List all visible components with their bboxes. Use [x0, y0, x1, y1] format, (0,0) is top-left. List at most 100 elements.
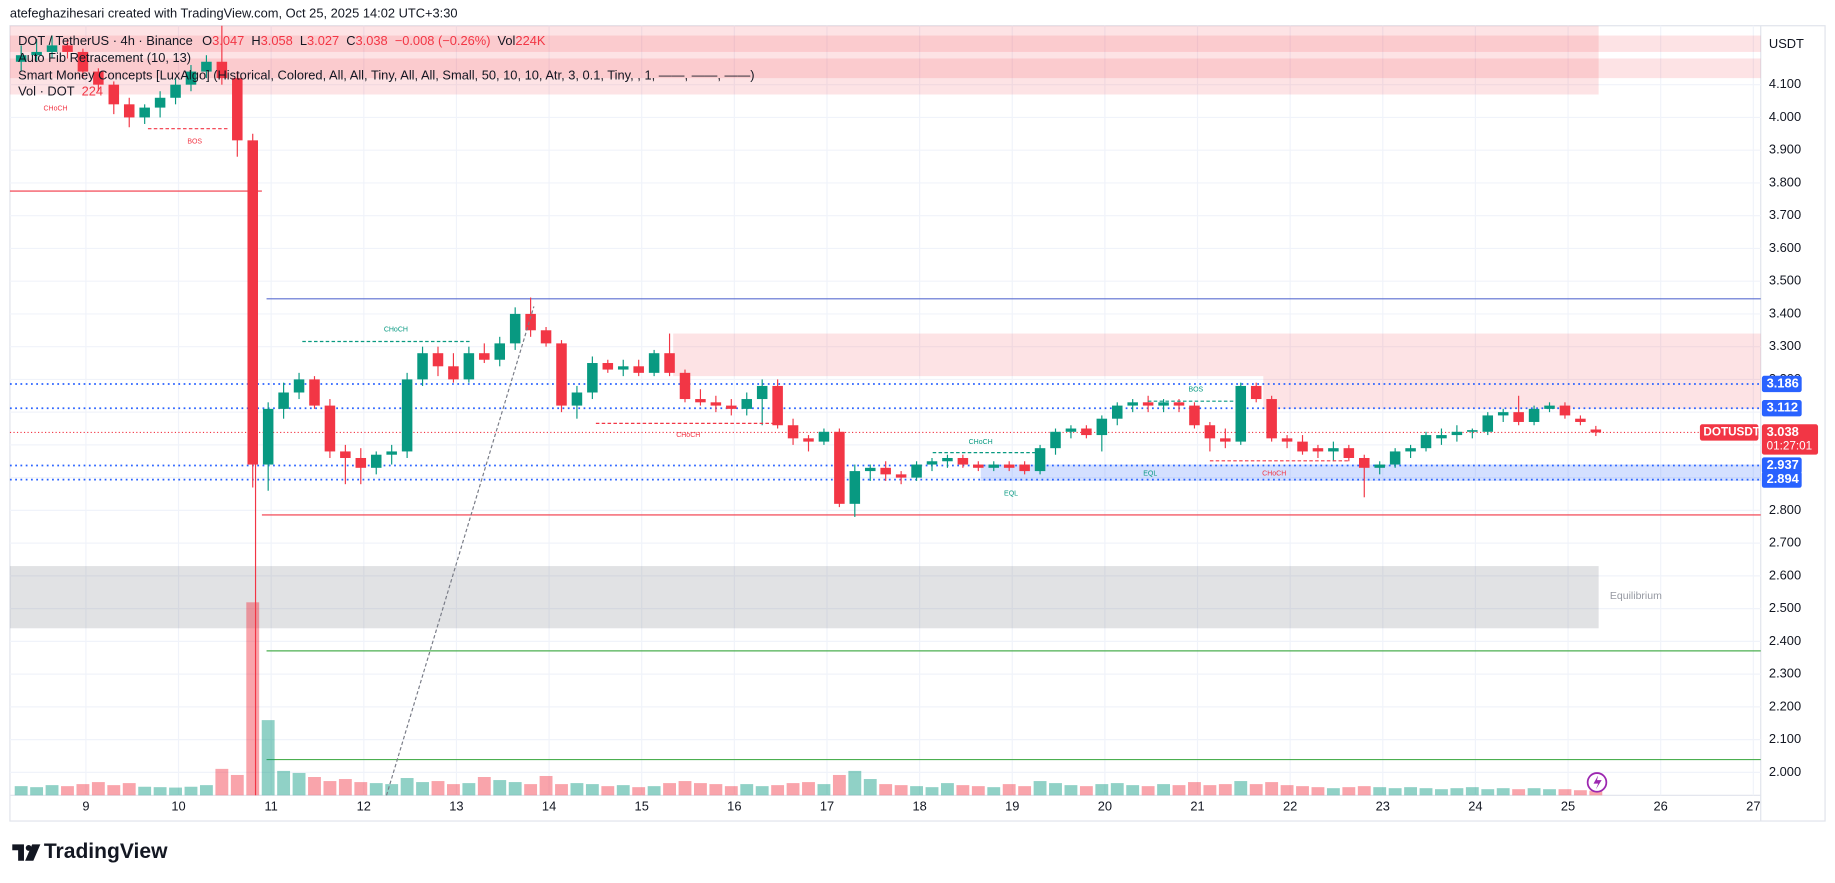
ohlc-label: O — [202, 33, 212, 48]
candle-body — [1436, 435, 1447, 439]
candle-body — [911, 464, 922, 478]
x-tick-label: 22 — [1283, 798, 1297, 813]
indicator: Auto Fib Retracement (10, 13) — [18, 50, 191, 65]
volume-bar — [616, 785, 630, 796]
x-tick-label: 25 — [1561, 798, 1575, 813]
candle-body — [448, 366, 459, 380]
volume-bar — [1357, 786, 1371, 796]
candle-body — [1359, 457, 1370, 468]
volume-bar — [308, 777, 321, 796]
countdown: 01:27:01 — [1767, 440, 1813, 453]
candle-body — [1281, 438, 1293, 442]
candle-body — [1111, 405, 1123, 419]
volume-bar — [385, 784, 399, 796]
candle-body — [818, 431, 830, 442]
volume-bar — [1589, 790, 1603, 796]
candle-body — [679, 372, 691, 400]
volume-bar — [832, 774, 846, 796]
zone — [9, 35, 1761, 52]
candle-body — [201, 61, 212, 72]
volume-bar — [14, 786, 28, 796]
logo: TradingView — [12, 840, 168, 863]
volume-bar — [817, 784, 831, 796]
candle-body — [1405, 448, 1416, 452]
candle-body — [633, 366, 644, 373]
volume-value: 224 — [82, 84, 103, 99]
volume-bar — [879, 784, 893, 796]
volume-bar — [1373, 787, 1387, 796]
y-tick-label: 3.500 — [1769, 273, 1801, 288]
y-tick-label: 2.300 — [1769, 666, 1801, 681]
volume-bar — [246, 602, 260, 796]
candle-body — [1189, 405, 1200, 426]
zone — [9, 58, 1761, 79]
y-tick-label: 3.900 — [1769, 142, 1801, 157]
volume-bar — [539, 775, 553, 796]
volume-bar — [740, 784, 754, 796]
x-tick-label: 18 — [912, 798, 926, 813]
zone — [1263, 376, 1761, 409]
candle-body — [1019, 464, 1030, 472]
x-tick-label: 26 — [1654, 798, 1668, 813]
volume-bar — [277, 770, 291, 796]
candle-body — [664, 353, 675, 373]
candle-body — [880, 467, 891, 475]
volume-bar — [1018, 786, 1032, 796]
candle-body — [617, 366, 629, 370]
candle-body — [1081, 428, 1092, 436]
candle-body — [1482, 415, 1494, 432]
volume-bar — [1465, 787, 1479, 796]
volume-bar — [1496, 788, 1510, 796]
volume-bar — [1218, 784, 1232, 796]
volume-bar — [1435, 789, 1448, 796]
candle-body — [77, 51, 89, 72]
logo-dot — [25, 844, 32, 851]
candle-body — [864, 467, 876, 472]
x-tick-label: 9 — [82, 798, 89, 813]
candle-body — [309, 379, 320, 406]
volume-bar — [925, 787, 939, 796]
current-price-text: 3.038 — [1767, 424, 1799, 439]
volume-bar — [663, 783, 676, 796]
volume-bar — [1157, 784, 1171, 796]
candle-body — [726, 405, 737, 409]
symbol-tag-text: DOTUSDT — [1703, 426, 1760, 439]
volume-bar — [771, 785, 785, 796]
price-tag — [1761, 457, 1802, 474]
ohlc-label: L — [300, 33, 307, 48]
x-tick-label: 14 — [542, 798, 556, 813]
volume-bar — [1064, 785, 1078, 796]
candle-body — [926, 461, 938, 465]
y-tick-label: 2.100 — [1769, 731, 1801, 746]
volume-bar — [1234, 781, 1248, 796]
volume-bar — [261, 720, 275, 796]
volume-bar — [338, 779, 352, 796]
x-tick-label: 17 — [820, 798, 834, 813]
volume-bar — [894, 785, 908, 796]
volume-bar — [76, 784, 90, 796]
candle-body — [139, 107, 150, 118]
zone — [9, 25, 1599, 95]
volume-bar — [1558, 789, 1572, 796]
candle-body — [710, 402, 722, 406]
volume-bar — [1265, 782, 1279, 796]
change: −0.008 (−0.26%) — [395, 33, 491, 48]
candle-body — [1374, 464, 1385, 468]
candle-body — [1590, 429, 1602, 433]
volume-bar — [956, 785, 970, 796]
candle-body — [494, 343, 506, 360]
indicator: Smart Money Concepts [LuxAlgo] (Historic… — [18, 67, 754, 82]
volume-bar — [1049, 783, 1062, 796]
ohlc-label: H — [251, 33, 260, 48]
candle-body — [340, 451, 351, 458]
volume-bar — [524, 784, 538, 796]
candle-body — [1451, 431, 1463, 436]
candle-body — [1158, 402, 1169, 406]
price-tag-text: 3.186 — [1767, 375, 1799, 390]
candle-body — [756, 385, 768, 400]
structure-lines — [147, 128, 1351, 796]
y-tick-label: 2.500 — [1769, 600, 1801, 615]
volume-bar — [709, 784, 723, 796]
candle-body — [370, 454, 382, 468]
annotation: CHoCH — [1262, 471, 1286, 478]
